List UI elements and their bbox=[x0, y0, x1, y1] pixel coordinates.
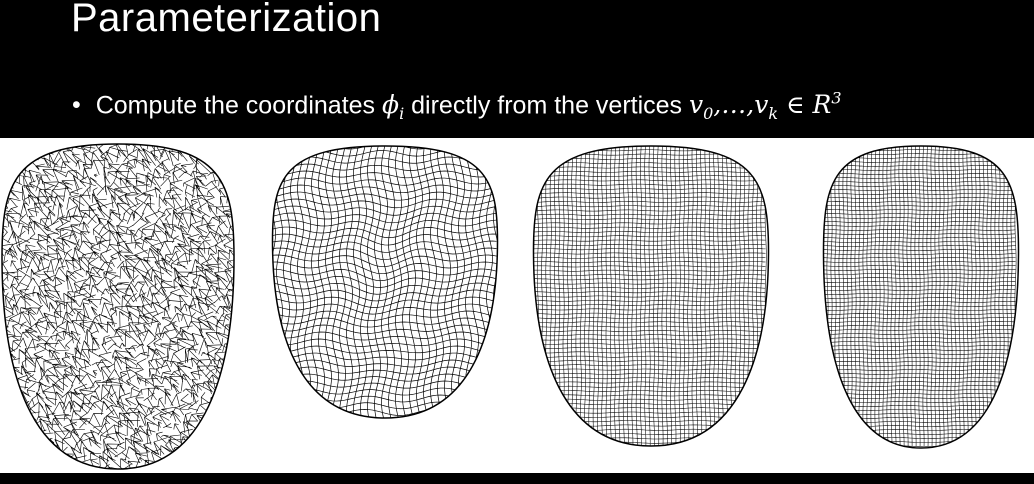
R-base: R bbox=[812, 90, 832, 120]
R-superscript: 3 bbox=[831, 89, 842, 108]
v0-subscript: 0 bbox=[703, 104, 714, 124]
math-phi: ϕi bbox=[382, 90, 404, 123]
face-mesh-2 bbox=[271, 145, 499, 419]
v0-base: v bbox=[689, 90, 704, 120]
bullet-line: • Compute the coordinates ϕi directly fr… bbox=[72, 89, 842, 123]
in-symbol: ∈ bbox=[786, 90, 805, 120]
math-vertices: v0,…,vk ∈ R3 bbox=[689, 89, 842, 123]
face-mesh-3 bbox=[532, 145, 770, 447]
phi-subscript: i bbox=[399, 104, 405, 124]
bottom-bar bbox=[0, 473, 1034, 484]
ellipsis: ,…, bbox=[713, 90, 755, 120]
bullet-symbol: • bbox=[72, 91, 81, 120]
vk-subscript: k bbox=[768, 104, 779, 124]
vk-base: v bbox=[754, 90, 769, 120]
slide-title: Parameterization bbox=[71, 0, 382, 40]
face-mesh-1 bbox=[1, 143, 235, 470]
bullet-text-mid: directly from the vertices bbox=[411, 91, 683, 120]
figure-panel bbox=[0, 138, 1034, 473]
phi-symbol: ϕ bbox=[382, 90, 400, 120]
face-mesh-4 bbox=[822, 145, 1020, 449]
bullet-text-pre: Compute the coordinates bbox=[95, 91, 376, 120]
